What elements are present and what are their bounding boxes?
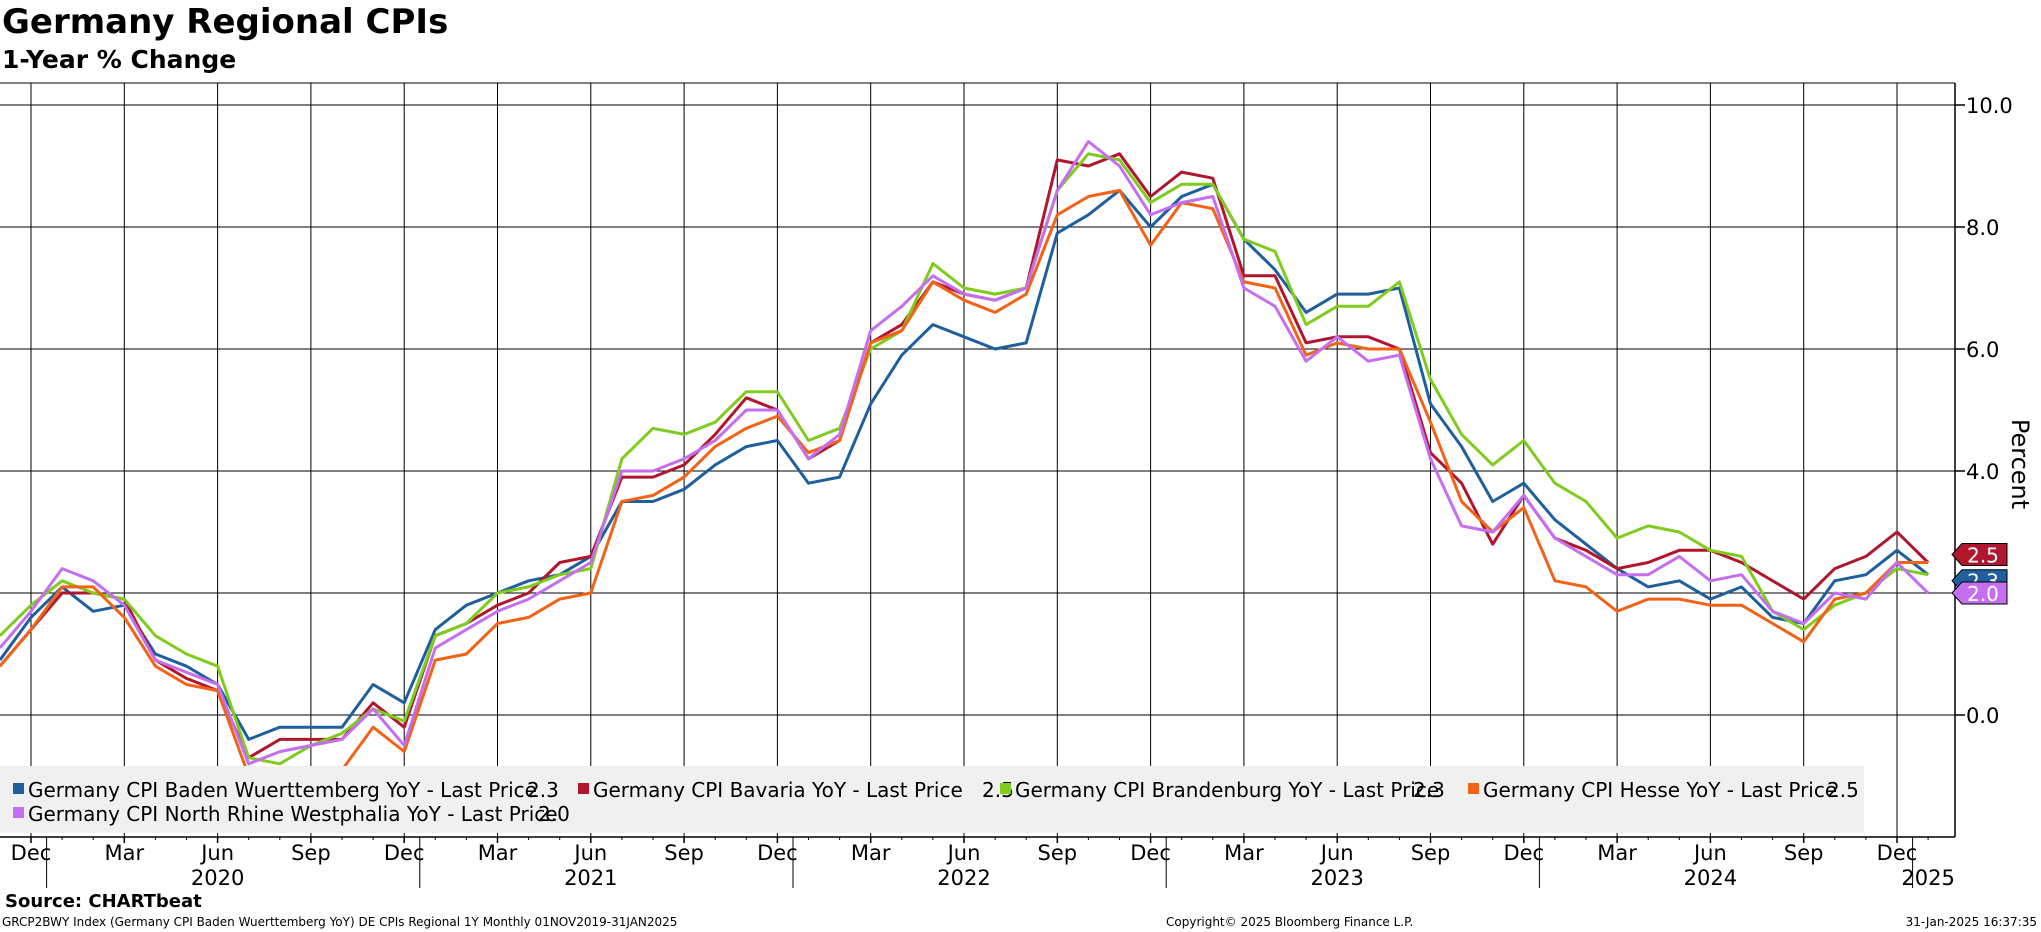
- x-month-label: Mar: [104, 841, 144, 865]
- legend-label: Germany CPI Baden Wuerttemberg YoY - Las…: [28, 778, 537, 802]
- last-price-tag-label: 2.0: [1967, 582, 1999, 606]
- axes: 10.0 8.0 6.0 4.0 2.0 0.0 Dec Mar Jun Sep Dec Mar Jun…: [0, 82, 2034, 890]
- legend-swatch: [13, 783, 24, 794]
- x-month-label: Dec: [11, 841, 52, 865]
- y-tick-label: 0.0: [1966, 704, 1999, 728]
- legend-label: Germany CPI Hesse YoY - Last Price: [1483, 778, 1837, 802]
- x-month-label: Jun: [199, 841, 234, 865]
- legend-swatch: [578, 783, 589, 794]
- x-month-label: Jun: [1319, 841, 1354, 865]
- gridlines: [0, 83, 1955, 837]
- y-tick-label: 4.0: [1966, 460, 1999, 484]
- last-price-tag: [1951, 581, 2008, 605]
- y-tick-label: 8.0: [1966, 216, 1999, 240]
- legend-swatch: [1000, 783, 1011, 794]
- legend-box: [0, 766, 1864, 833]
- y-tick-label: 6.0: [1966, 338, 1999, 362]
- legend-value: 2.5: [1827, 778, 1859, 802]
- series-line-0: [0, 182, 1930, 741]
- x-year-label: 2024: [1684, 866, 1737, 890]
- chart-title: Germany Regional CPIs: [2, 2, 449, 42]
- x-year-label: 2023: [1310, 866, 1363, 890]
- x-month-label: Sep: [1038, 841, 1078, 865]
- x-month-label: Sep: [1784, 841, 1824, 865]
- series-lines: [0, 140, 1930, 778]
- footer-index-info: GRCP2BWY Index (Germany CPI Baden Wuertt…: [2, 915, 678, 929]
- x-month-label: Dec: [1503, 841, 1544, 865]
- series-line-2: [0, 152, 1929, 766]
- legend-label: Germany CPI North Rhine Westphalia YoY -…: [28, 802, 558, 826]
- x-month-label: Mar: [1224, 841, 1264, 865]
- last-price-tag-label: 2.5: [1967, 544, 1999, 568]
- x-month-label: Dec: [1130, 841, 1171, 865]
- x-year-label: 2020: [191, 866, 244, 890]
- x-month-label: Sep: [1411, 841, 1451, 865]
- legend: Germany CPI Baden Wuerttemberg YoY - Las…: [0, 766, 1864, 833]
- x-month-label: Dec: [1877, 841, 1918, 865]
- x-month-label: Dec: [384, 841, 425, 865]
- footer-copyright: Copyright© 2025 Bloomberg Finance L.P.: [1166, 915, 1414, 929]
- x-month-label: Mar: [851, 841, 891, 865]
- last-price-tag: [1951, 543, 2008, 566]
- x-month-label: Jun: [572, 841, 607, 865]
- x-year-label: 2022: [937, 866, 990, 890]
- y-tick-label: 10.0: [1966, 94, 2013, 118]
- x-month-label: Jun: [946, 841, 981, 865]
- x-month-label: Jun: [1692, 841, 1727, 865]
- footer-timestamp: 31-Jan-2025 16:37:35: [1905, 915, 2037, 929]
- x-month-label: Mar: [1597, 841, 1637, 865]
- legend-value: 2.3: [527, 778, 559, 802]
- legend-label: Germany CPI Brandenburg YoY - Last Price: [1015, 778, 1439, 802]
- chart-subtitle: 1-Year % Change: [2, 45, 237, 74]
- legend-swatch: [1468, 783, 1479, 794]
- legend-value: 2.3: [1413, 778, 1445, 802]
- legend-value: 2.0: [538, 802, 570, 826]
- last-price-tags: 2.52.32.0: [1951, 543, 2008, 606]
- x-year-label: 2021: [564, 866, 617, 890]
- source-note: Source: CHARTbeat: [5, 891, 202, 912]
- series-line-4: [0, 140, 1930, 766]
- x-month-label: Dec: [757, 841, 798, 865]
- y-axis-label: Percent: [2006, 419, 2034, 509]
- x-month-label: Sep: [291, 841, 331, 865]
- x-month-label: Sep: [664, 841, 704, 865]
- x-year-label: 2025: [1901, 866, 1954, 890]
- x-month-label: Mar: [478, 841, 518, 865]
- legend-swatch: [13, 807, 24, 818]
- legend-label: Germany CPI Bavaria YoY - Last Price: [593, 778, 963, 802]
